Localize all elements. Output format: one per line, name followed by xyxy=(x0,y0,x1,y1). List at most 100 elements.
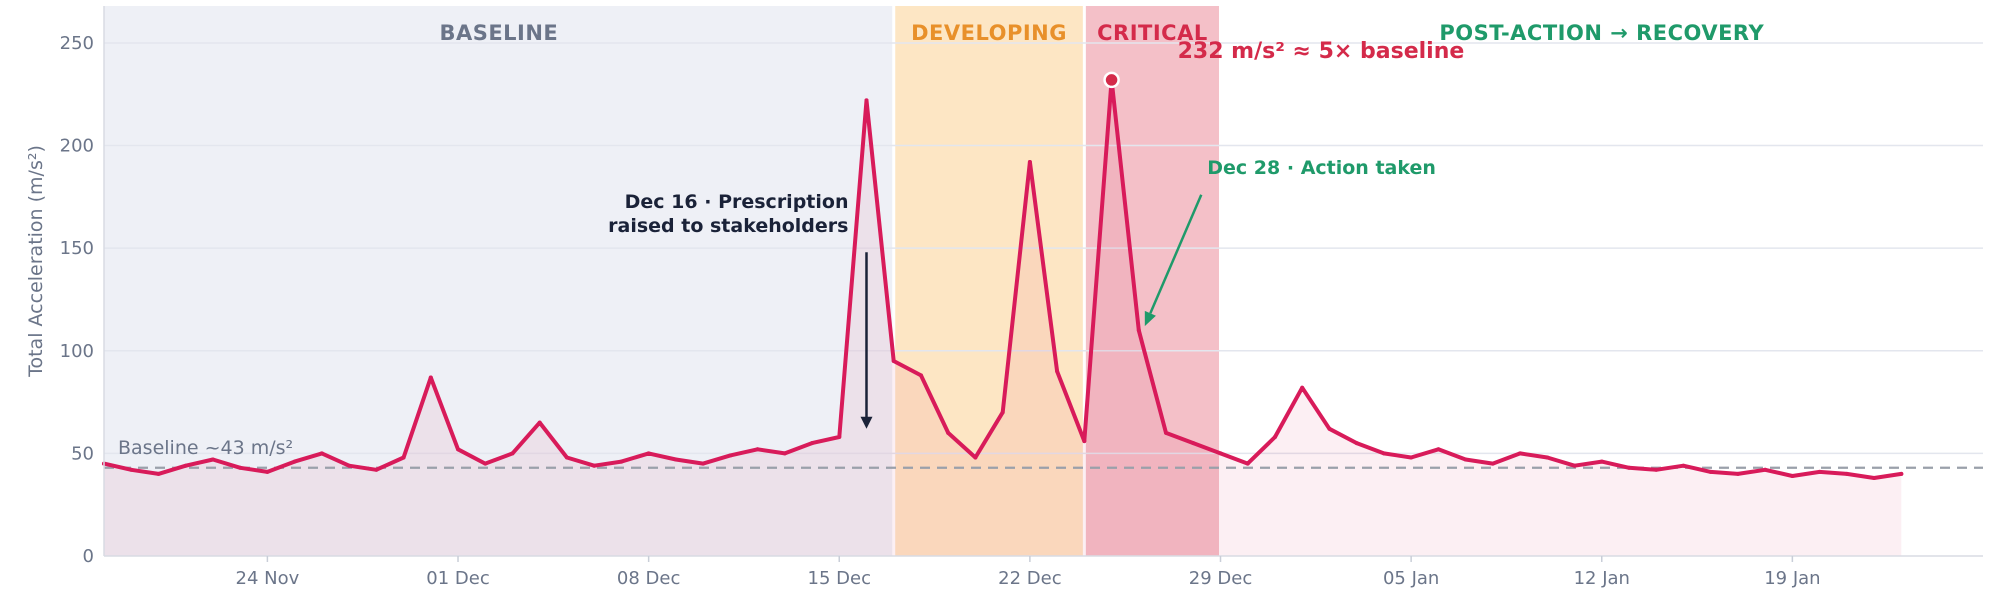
action-arrow-shaft xyxy=(1149,194,1203,314)
data-point-35 xyxy=(1055,369,1060,374)
data-point-33 xyxy=(1000,410,1005,415)
peak-marker xyxy=(1103,71,1120,89)
data-point-66 xyxy=(1899,471,1904,476)
data-point-54 xyxy=(1572,463,1577,468)
data-point-39 xyxy=(1164,430,1169,435)
data-point-61 xyxy=(1763,467,1768,472)
x-tick-label-5: 29 Dec xyxy=(1189,568,1252,589)
prescription-arrow-head xyxy=(860,416,873,429)
phase-label-0: BASELINE xyxy=(439,21,558,45)
data-point-55 xyxy=(1599,459,1604,464)
data-point-10 xyxy=(374,467,379,472)
data-point-23 xyxy=(728,453,733,458)
data-point-36 xyxy=(1082,439,1087,444)
data-point-30 xyxy=(918,373,923,378)
data-point-24 xyxy=(755,447,760,452)
data-point-25 xyxy=(782,451,787,456)
data-point-53 xyxy=(1545,455,1550,460)
y-tick-label-3: 150 xyxy=(60,238,94,259)
x-axis-ticks: 24 Nov 01 Dec 08 Dec 15 Dec 22 Dec 29 Dec 05 J… xyxy=(236,556,1821,589)
data-point-51 xyxy=(1490,461,1495,466)
data-point-34 xyxy=(1027,159,1032,164)
phase-band-3 xyxy=(1220,6,1983,556)
x-tick-label-3: 15 Dec xyxy=(808,568,871,589)
action-arrow-head xyxy=(1144,310,1156,327)
x-tick-label-8: 19 Jan xyxy=(1764,568,1820,589)
data-point-17 xyxy=(564,455,569,460)
y-axis-ticks: 0 50 100 150 200 250 xyxy=(60,33,94,567)
data-point-29 xyxy=(891,359,896,364)
data-point-56 xyxy=(1626,465,1631,470)
data-point-43 xyxy=(1272,434,1277,439)
x-tick-label-6: 05 Jan xyxy=(1383,568,1439,589)
data-point-13 xyxy=(456,447,461,452)
x-tick-label-2: 08 Dec xyxy=(617,568,680,589)
data-point-2 xyxy=(156,471,161,476)
y-tick-label-1: 50 xyxy=(71,443,94,464)
data-point-46 xyxy=(1354,441,1359,446)
data-point-21 xyxy=(673,457,678,462)
data-point-1 xyxy=(129,467,134,472)
data-point-49 xyxy=(1436,447,1441,452)
phase-labels: BASELINE DEVELOPING CRITICAL POST-ACTION → … xyxy=(439,21,1764,45)
grid-lines xyxy=(104,42,1983,455)
x-tick-label-0: 24 Nov xyxy=(236,568,300,589)
data-point-60 xyxy=(1735,471,1740,476)
data-point-48 xyxy=(1409,455,1414,460)
x-tick-label-1: 01 Dec xyxy=(426,568,489,589)
data-point-42 xyxy=(1245,461,1250,466)
data-point-47 xyxy=(1381,451,1386,456)
data-point-18 xyxy=(592,463,597,468)
peak-point xyxy=(1103,71,1120,89)
data-point-11 xyxy=(401,455,406,460)
data-point-63 xyxy=(1817,469,1822,474)
data-point-16 xyxy=(537,420,542,425)
baseline-label: Baseline ~43 m/s² xyxy=(118,437,293,459)
data-point-62 xyxy=(1790,473,1795,478)
data-point-57 xyxy=(1654,467,1659,472)
x-tick-label-7: 12 Jan xyxy=(1574,568,1630,589)
data-point-5 xyxy=(238,465,243,470)
data-point-64 xyxy=(1844,471,1849,476)
data-point-14 xyxy=(483,461,488,466)
y-tick-label-2: 100 xyxy=(60,341,94,362)
action-annotation: Dec 28 · Action taken xyxy=(1144,157,1436,327)
phase-band-2 xyxy=(1084,6,1221,556)
phase-label-3: POST-ACTION → RECOVERY xyxy=(1439,21,1764,45)
data-point-65 xyxy=(1872,476,1877,481)
peak-annotation: 232 m/s² ≈ 5× baseline xyxy=(1178,39,1465,64)
data-point-58 xyxy=(1681,463,1686,468)
data-point-52 xyxy=(1518,451,1523,456)
area-fill xyxy=(104,79,1902,557)
data-point-40 xyxy=(1191,441,1196,446)
data-point-50 xyxy=(1463,457,1468,462)
data-point-3 xyxy=(183,463,188,468)
x-tick-label-4: 22 Dec xyxy=(998,568,1061,589)
series-line xyxy=(102,77,1904,481)
data-point-15 xyxy=(510,451,515,456)
data-point-59 xyxy=(1708,469,1713,474)
data-point-45 xyxy=(1327,426,1332,431)
prescription-text-line1: Dec 16 · Prescription xyxy=(625,191,849,213)
prescription-annotation: Dec 16 · Prescription raised to stakehol… xyxy=(608,191,873,429)
y-axis-label: Total Acceleration (m/s²) xyxy=(25,145,47,378)
prescription-text-line2: raised to stakeholders xyxy=(608,215,848,237)
data-point-20 xyxy=(646,451,651,456)
data-point-26 xyxy=(810,441,815,446)
data-point-4 xyxy=(210,457,215,462)
action-text: Dec 28 · Action taken xyxy=(1207,157,1436,179)
phase-band-1 xyxy=(893,6,1085,556)
data-point-22 xyxy=(701,461,706,466)
data-point-27 xyxy=(837,434,842,439)
action-arrow xyxy=(1144,194,1203,327)
prescription-arrow xyxy=(860,252,873,429)
phase-bands xyxy=(104,6,1983,556)
phase-label-1: DEVELOPING xyxy=(911,21,1067,45)
data-point-38 xyxy=(1136,328,1141,333)
y-tick-label-4: 200 xyxy=(60,136,94,157)
data-point-7 xyxy=(292,459,297,464)
data-point-12 xyxy=(428,375,433,380)
phase-label-2: CRITICAL xyxy=(1097,21,1208,45)
data-point-32 xyxy=(973,455,978,460)
series-area xyxy=(104,79,1902,557)
